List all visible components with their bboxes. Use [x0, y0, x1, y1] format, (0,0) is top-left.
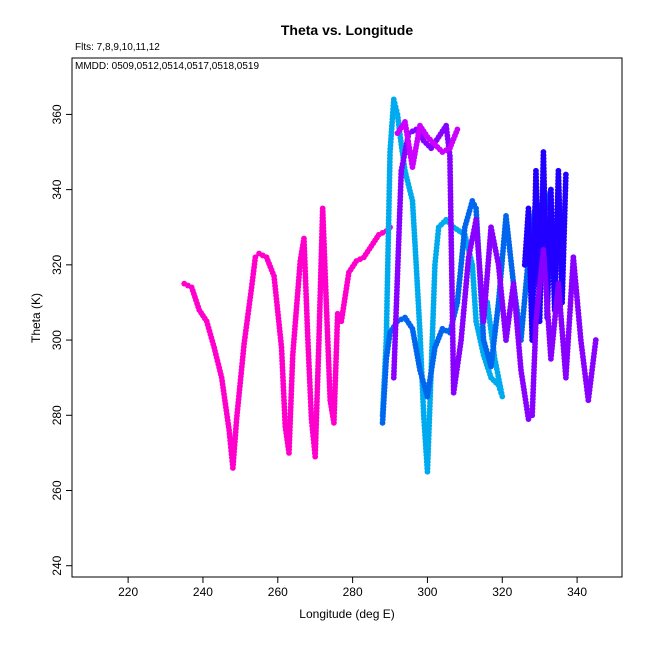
dates-annotation: MMDD: 0509,0512,0514,0517,0518,0519 [75, 61, 259, 72]
x-tick-label: 340 [567, 585, 587, 599]
y-tick-label: 280 [50, 405, 64, 425]
data-points [181, 96, 599, 475]
chart-title: Theta vs. Longitude [281, 22, 413, 38]
flights-annotation: Flts: 7,8,9,10,11,12 [75, 42, 160, 53]
y-axis-label: Theta (K) [29, 293, 43, 343]
x-tick-label: 240 [193, 585, 213, 599]
y-tick-label: 340 [50, 179, 64, 199]
series-5 [390, 122, 599, 422]
series-6 [394, 119, 461, 170]
x-tick-label: 300 [417, 585, 437, 599]
y-tick-label: 240 [50, 555, 64, 575]
y-tick-label: 300 [50, 330, 64, 350]
x-tick-label: 260 [268, 585, 288, 599]
y-tick-label: 260 [50, 480, 64, 500]
y-axis: 240 260 280 300 320 340 360 [50, 104, 72, 576]
series-1 [181, 205, 393, 471]
data-point [525, 416, 532, 422]
data-point [454, 126, 461, 133]
plot-frame [71, 57, 623, 578]
x-tick-label: 280 [343, 585, 363, 599]
x-axis-label: Longitude (deg E) [299, 607, 394, 621]
x-axis: 220 240 260 280 300 320 340 [118, 577, 587, 599]
x-tick-label: 320 [492, 585, 512, 599]
data-point [252, 254, 259, 261]
data-point [562, 171, 569, 178]
plot-area: 220 240 260 280 300 320 340 240 260 280 300 320 340… [50, 57, 623, 599]
y-tick-label: 360 [50, 104, 64, 124]
y-tick-label: 320 [50, 255, 64, 275]
x-tick-label: 220 [118, 585, 138, 599]
data-point [592, 337, 599, 343]
